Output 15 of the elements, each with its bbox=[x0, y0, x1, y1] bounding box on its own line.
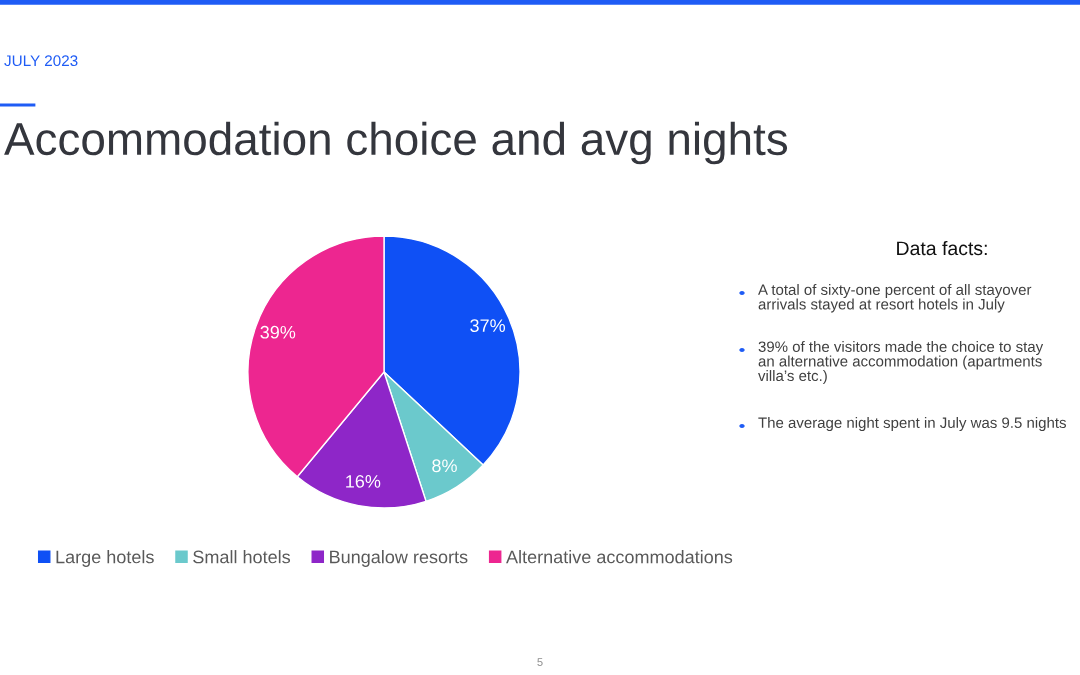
chart-subtitle: JULY 2023 bbox=[4, 55, 78, 67]
chart-title: Accommodation choice and avg nights bbox=[4, 121, 788, 165]
text: The average night spent in July was 9.5 nights bbox=[758, 417, 1066, 431]
data-label: 8% bbox=[432, 459, 457, 473]
data-label: 39% bbox=[260, 325, 296, 339]
text: Data facts: bbox=[897, 240, 987, 256]
text: 39% of the visitors made the choice to stay an alternative accommodation (apartments villa’s etc.) bbox=[758, 341, 1044, 385]
legend-label: Bungalow resorts bbox=[330, 550, 468, 567]
text: 5 bbox=[537, 658, 543, 666]
text: A total of sixty-one percent of all stayover arrivals stayed at resort hotels in July bbox=[758, 284, 1032, 313]
legend-label: Large hotels bbox=[56, 550, 154, 567]
legend-label: Small hotels bbox=[193, 550, 291, 564]
legend-label: Alternative accommodations bbox=[506, 550, 733, 564]
data-label: 37% bbox=[470, 319, 506, 333]
data-label: 16% bbox=[346, 474, 381, 488]
